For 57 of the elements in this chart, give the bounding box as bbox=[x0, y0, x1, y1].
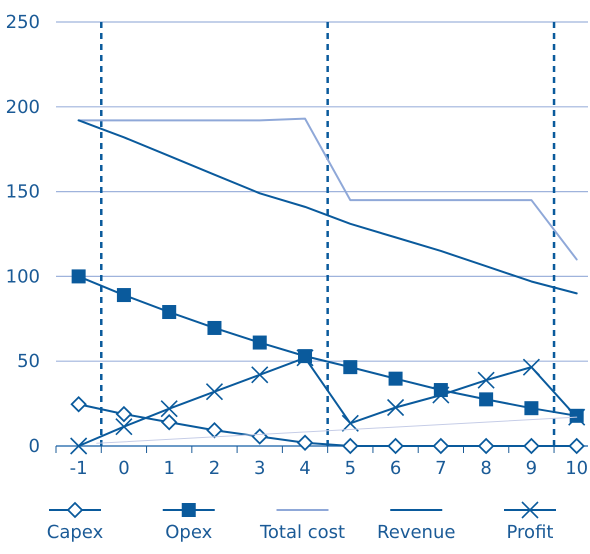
point bbox=[432, 386, 450, 404]
point bbox=[388, 438, 404, 454]
point bbox=[297, 434, 313, 451]
point bbox=[252, 428, 268, 444]
x-tick-label: -1 bbox=[70, 458, 88, 479]
y-tick-label: 0 bbox=[28, 436, 40, 457]
legend-label: Revenue bbox=[377, 522, 456, 543]
point bbox=[478, 438, 494, 454]
point bbox=[432, 438, 449, 454]
x-tick-label: 8 bbox=[480, 458, 492, 479]
point bbox=[116, 406, 132, 422]
point bbox=[479, 392, 494, 406]
x-tick-label: 10 bbox=[565, 458, 588, 479]
point bbox=[250, 366, 269, 384]
y-tick-label: 100 bbox=[6, 266, 40, 288]
x-tick-label: 5 bbox=[344, 458, 356, 479]
point bbox=[342, 414, 360, 432]
line-series bbox=[78, 118, 578, 260]
point bbox=[524, 438, 540, 454]
x-tick-label: 4 bbox=[299, 458, 311, 479]
point bbox=[477, 371, 495, 389]
point bbox=[342, 438, 358, 454]
x-tick-label: 6 bbox=[390, 458, 402, 479]
y-tick-label: 200 bbox=[6, 96, 40, 118]
x-tick-label: 3 bbox=[254, 458, 266, 479]
legend-label: Capex bbox=[46, 522, 104, 543]
point bbox=[70, 437, 88, 455]
point bbox=[206, 382, 224, 401]
x-tick-label: 2 bbox=[208, 458, 220, 479]
point bbox=[568, 408, 586, 426]
point bbox=[160, 400, 178, 418]
y-tick-label: 150 bbox=[6, 182, 40, 203]
x-tick-label: 9 bbox=[526, 458, 538, 479]
legend-label: Total cost bbox=[258, 522, 346, 543]
point bbox=[386, 398, 404, 416]
point bbox=[115, 418, 133, 436]
point bbox=[206, 422, 222, 438]
point bbox=[522, 358, 540, 376]
point bbox=[343, 360, 358, 374]
point bbox=[568, 438, 585, 454]
x-tick-label: 7 bbox=[435, 458, 447, 479]
y-tick-label: 50 bbox=[17, 351, 40, 372]
point bbox=[70, 396, 87, 412]
point bbox=[162, 305, 176, 320]
point bbox=[524, 401, 538, 416]
point bbox=[252, 336, 267, 350]
x-tick-label: 1 bbox=[163, 458, 175, 479]
legend-label: Opex bbox=[165, 522, 213, 543]
x-tick-label: 0 bbox=[118, 458, 130, 479]
point bbox=[161, 414, 178, 430]
legend-label: Profit bbox=[506, 522, 554, 543]
point bbox=[72, 269, 86, 284]
point bbox=[116, 288, 131, 302]
point bbox=[207, 320, 222, 335]
y-tick-label: 250 bbox=[6, 12, 40, 33]
point bbox=[388, 372, 403, 386]
point bbox=[296, 349, 314, 367]
